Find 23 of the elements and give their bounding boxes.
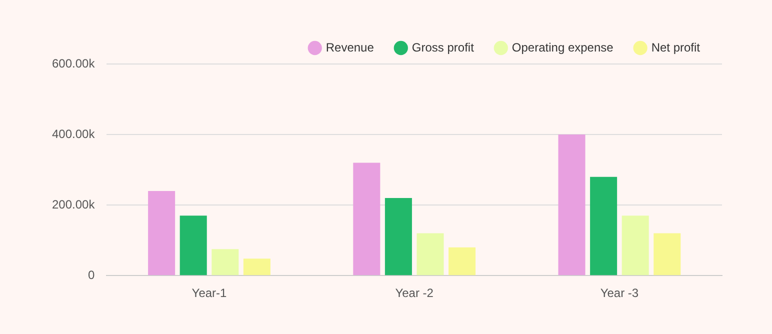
y-tick-label: 400.00k (52, 126, 96, 141)
y-tick-label: 600.00k (52, 56, 96, 70)
legend-label: Gross profit (412, 40, 475, 54)
bar (384, 198, 412, 276)
bar (180, 216, 207, 276)
bar (243, 258, 270, 276)
legend-label: Revenue (326, 40, 374, 54)
bar (622, 216, 649, 276)
bar (654, 233, 681, 276)
legend-label: Net profit (651, 40, 701, 54)
bar (416, 233, 444, 276)
x-tick-label: Year -3 (600, 286, 639, 300)
y-tick-label: 200.00k (52, 197, 96, 212)
y-tick-label: 0 (88, 268, 96, 282)
x-tick-label: Year-1 (192, 286, 228, 300)
bar (353, 162, 380, 276)
bar (448, 247, 476, 276)
x-tick-label: Year -2 (395, 286, 434, 300)
bar (558, 134, 586, 276)
bar (590, 176, 618, 276)
legend-label: Operating expense (512, 40, 614, 54)
bar (148, 190, 176, 276)
bar (212, 249, 239, 276)
